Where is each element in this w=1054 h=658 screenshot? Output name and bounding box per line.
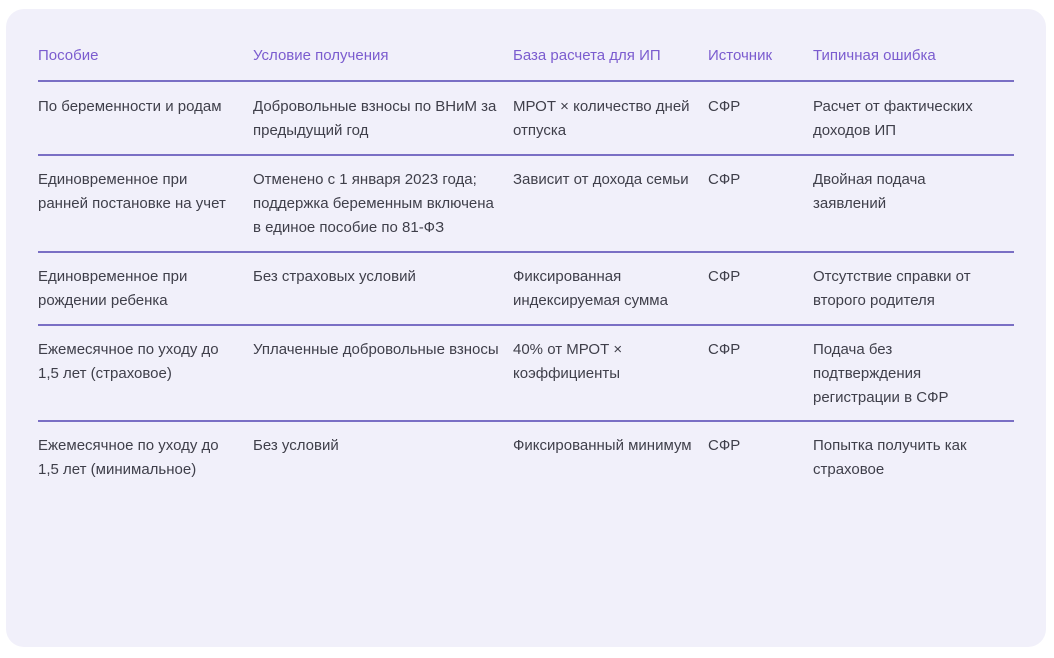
- cell-source: СФР: [708, 98, 741, 115]
- cell-typical-error: Отсутствие справки от второго родителя: [813, 268, 971, 309]
- header-calc-base: База расчета для ИП: [513, 47, 661, 64]
- cell-calc-base: Фиксированная индексируемая сумма: [513, 268, 668, 309]
- cell-condition: Без страховых условий: [253, 268, 416, 285]
- cell-calc-base: Зависит от дохода семьи: [513, 171, 689, 188]
- cell-condition: Добровольные взносы по ВНиМ за предыдущи…: [253, 98, 497, 139]
- cell-typical-error: Подача без подтверждения регистрации в С…: [813, 341, 949, 406]
- cell-source: СФР: [708, 437, 741, 454]
- cell-typical-error: Попытка получить как страховое: [813, 437, 967, 478]
- cell-calc-base: МРОТ × количество дней отпуска: [513, 98, 690, 139]
- cell-condition: Уплаченные добровольные взносы: [253, 341, 499, 358]
- cell-benefit: Единовременное при рождении ребенка: [38, 268, 188, 309]
- table-row: Единовременное при рождении ребенка Без …: [38, 253, 1014, 326]
- cell-source: СФР: [708, 268, 741, 285]
- cell-source: СФР: [708, 341, 741, 358]
- header-source: Источник: [708, 47, 773, 64]
- benefits-table: Пособие Условие получения База расчета д…: [6, 9, 1046, 647]
- header-benefit: Пособие: [38, 47, 99, 64]
- table-row: Ежемесячное по уходу до 1,5 лет (страхов…: [38, 326, 1014, 422]
- cell-condition: Без условий: [253, 437, 339, 454]
- header-typical-error: Типичная ошибка: [813, 47, 936, 64]
- table-header-row: Пособие Условие получения База расчета д…: [38, 9, 1014, 82]
- cell-calc-base: 40% от МРОТ × коэффициенты: [513, 341, 623, 382]
- table-row: По беременности и родам Добровольные взн…: [38, 82, 1014, 156]
- table-row: Ежемесячное по уходу до 1,5 лет (минимал…: [38, 422, 1014, 482]
- cell-source: СФР: [708, 171, 741, 188]
- table-row: Единовременное при ранней постановке на …: [38, 156, 1014, 253]
- cell-benefit: Ежемесячное по уходу до 1,5 лет (минимал…: [38, 437, 219, 478]
- cell-benefit: По беременности и родам: [38, 98, 222, 115]
- header-condition: Условие получения: [253, 47, 389, 64]
- cell-typical-error: Расчет от фактических доходов ИП: [813, 98, 973, 139]
- cell-benefit: Ежемесячное по уходу до 1,5 лет (страхов…: [38, 341, 219, 382]
- cell-typical-error: Двойная подача заявлений: [813, 171, 926, 212]
- cell-calc-base: Фиксированный минимум: [513, 437, 692, 454]
- cell-condition: Отменено с 1 января 2023 года; поддержка…: [253, 171, 494, 236]
- cell-benefit: Единовременное при ранней постановке на …: [38, 171, 226, 212]
